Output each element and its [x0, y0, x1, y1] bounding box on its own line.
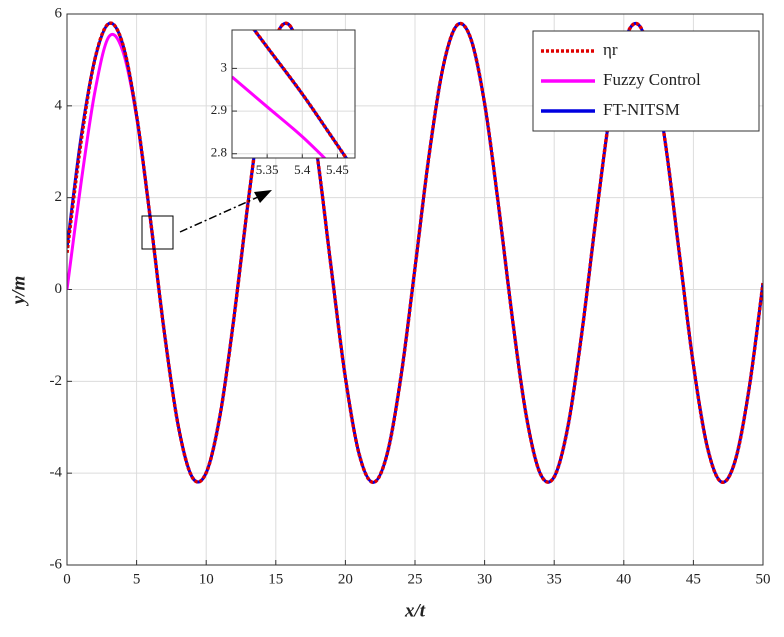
- x-axis-label: x/t: [404, 600, 426, 621]
- zoom-marker: [141, 215, 174, 250]
- x-tick-label: 5: [133, 571, 141, 587]
- x-tick-label: 0: [63, 571, 71, 587]
- y-tick-label: 2.8: [211, 145, 227, 160]
- x-tick-label: 40: [616, 571, 631, 587]
- legend-label: ηr: [603, 40, 618, 59]
- zoom-arrow-head: [254, 190, 272, 203]
- x-tick-label: 5.35: [256, 162, 279, 177]
- zoom-arrow: [179, 196, 259, 233]
- x-tick-label: 30: [477, 571, 492, 587]
- y-tick-label: 6: [55, 5, 63, 21]
- y-tick-label: 0: [55, 281, 63, 297]
- y-tick-label: -4: [50, 465, 63, 481]
- x-tick-label: 50: [756, 571, 771, 587]
- legend-label: Fuzzy Control: [603, 70, 701, 89]
- x-tick-label: 45: [686, 571, 701, 587]
- y-axis-label: y/m: [8, 276, 29, 307]
- x-tick-label: 35: [547, 571, 562, 587]
- x-tick-label: 20: [338, 571, 353, 587]
- line-series: [232, 75, 327, 158]
- y-tick-label: -2: [50, 373, 63, 389]
- axes-frame: [66, 13, 764, 566]
- x-tick-label: 15: [268, 571, 283, 587]
- x-tick-label: 5.45: [326, 162, 349, 177]
- x-tick-label: 25: [408, 571, 423, 587]
- x-tick-label: 10: [199, 571, 214, 587]
- y-tick-label: 4: [55, 97, 63, 113]
- y-tick-label: -6: [50, 556, 63, 572]
- y-tick-label: 2.9: [211, 102, 227, 117]
- line-series: [252, 30, 349, 158]
- y-tick-label: 3: [221, 59, 228, 74]
- y-tick-label: 2: [55, 189, 63, 205]
- x-tick-label: 5.4: [294, 162, 311, 177]
- legend-label: FT-NITSM: [603, 100, 680, 119]
- line-series: [67, 21, 763, 485]
- axes-frame: [231, 29, 356, 159]
